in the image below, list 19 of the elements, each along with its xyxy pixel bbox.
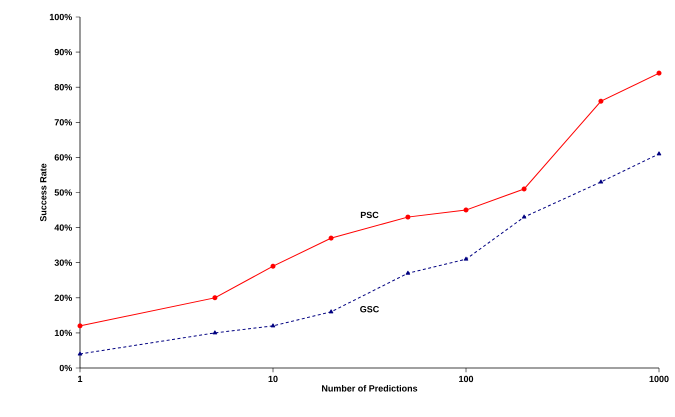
y-tick-label: 40%	[54, 224, 72, 231]
x-axis-title: Number of Predictions	[322, 384, 418, 392]
y-tick-label: 100%	[50, 14, 72, 20]
y-tick-label: 90%	[54, 48, 72, 56]
y-tick-label: 10%	[54, 330, 72, 336]
y-tick-label: 0%	[60, 364, 72, 372]
x-tick-label: 1000	[650, 376, 669, 382]
y-axis-title: Success Rate	[40, 164, 46, 222]
y-tick-label: 20%	[54, 294, 72, 301]
y-tick-label: 50%	[54, 189, 72, 196]
x-tick-label: 1	[78, 376, 82, 382]
series-label: PSC	[360, 212, 378, 218]
series-label: GSC	[360, 306, 379, 312]
x-tick-label: 10	[268, 376, 278, 382]
y-tick-label: 80%	[54, 84, 72, 90]
y-tick-label: 70%	[54, 119, 72, 126]
y-tick-label: 60%	[54, 154, 72, 161]
y-tick-label: 30%	[54, 260, 72, 266]
x-tick-label: 100	[459, 376, 474, 382]
